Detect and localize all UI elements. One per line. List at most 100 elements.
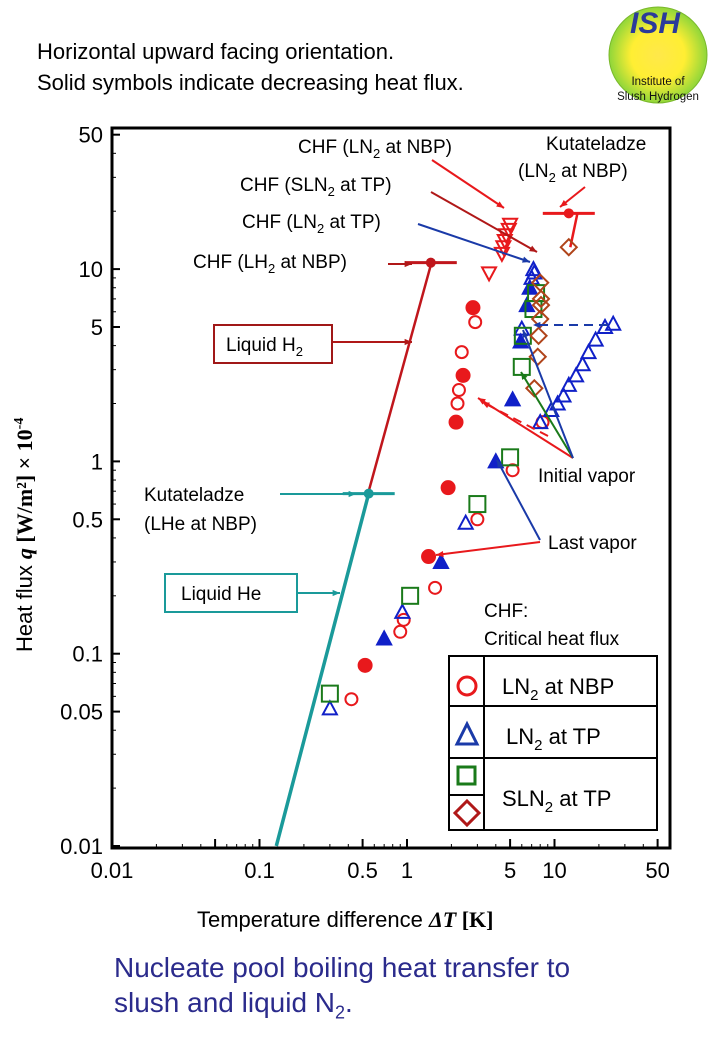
data-point-circle [357, 657, 373, 673]
arrow-initial-vapor-blue-head [522, 330, 529, 338]
y-tick-label: 0.5 [72, 507, 103, 532]
label-chf-def-1: CHF: [484, 601, 528, 622]
legend-triangle-icon [454, 720, 480, 746]
arrow-chf-lh2-nbp-head [404, 260, 412, 268]
data-point-diamond [530, 273, 550, 293]
data-point-triangle [525, 263, 544, 280]
y-tick-label: 5 [91, 315, 103, 340]
logo-badge [608, 6, 708, 104]
arrow-initial-vapor-blue [522, 329, 574, 459]
data-point-triangle [560, 375, 578, 392]
curve-liquid-h2 [367, 264, 433, 492]
data-point-triangle [573, 355, 592, 372]
arrow-kutateladze-ln2-head [560, 199, 568, 207]
data-point-square [320, 684, 339, 703]
x-tick-label: 0.1 [244, 858, 275, 883]
arrow-chf-sln2-tp [430, 191, 538, 253]
label-chf-ln2-tp: CHF (LN2 at TP) [242, 212, 381, 236]
y-tick-label: 0.05 [60, 700, 103, 725]
legend-circle-icon [456, 675, 478, 697]
data-point-circle [454, 345, 469, 360]
arrow-chf-ln2-tp-head [522, 256, 530, 263]
x-tick-label: 0.01 [91, 858, 134, 883]
arrow-last-vapor-blue-head [497, 460, 504, 468]
arrow-last-vapor-red [435, 541, 541, 556]
data-point-circle [393, 624, 408, 639]
label-chf-lh2-nbp: CHF (LH2 at NBP) [193, 252, 347, 276]
data-point-circle [428, 580, 443, 595]
data-point-triangle [393, 602, 412, 619]
plot-frame [110, 126, 672, 850]
series-ln2-at-tp-decreasing- [375, 278, 539, 646]
data-point-triangle [579, 343, 598, 360]
data-point-circle [448, 414, 464, 430]
arrow-initial-vapor-red-dashed-head [482, 402, 490, 409]
axes-layer: 0.01 0.1 0.5 1 5 10 50 0.01 0.05 0.1 0.5 1 5 10 50 [60, 123, 672, 883]
x-tick-label: 10 [542, 858, 566, 883]
label-chf-ln2-nbp: CHF (LN2 at NBP) [298, 137, 452, 161]
arrow-kutateladze-lhe-head [348, 490, 356, 498]
label-kutateladze-lhe-1: Kutateladze [144, 485, 244, 506]
data-point-square [468, 495, 487, 514]
label-chf-def-2: Critical heat flux [484, 629, 620, 650]
y-tick-label: 0.01 [60, 834, 103, 859]
x-tick-label: 1 [401, 858, 413, 883]
label-last-vapor: Last vapor [548, 533, 637, 554]
data-point-circle [465, 300, 481, 316]
arrow-tp-dashed-head [533, 321, 541, 329]
series-ln2-at-nbp-decreasing- [357, 300, 481, 673]
label-liquid-he: Liquid He [181, 584, 261, 605]
data-point-circle [455, 367, 471, 383]
arrow-chf-ln2-nbp [431, 159, 505, 209]
data-point-triangle [567, 366, 585, 383]
liquid-he-box [164, 573, 298, 613]
x-tick-label: 50 [645, 858, 669, 883]
data-point-diamond [531, 289, 551, 309]
curve-liquid-he [274, 493, 371, 847]
label-liquid-h2: Liquid H2 [226, 335, 303, 359]
kutateladze-point [363, 488, 374, 499]
data-point-triangle [518, 295, 536, 313]
series-ln2-at-tp-increasing- [321, 259, 622, 716]
data-point-circle [440, 480, 456, 496]
data-point-triangle [432, 552, 450, 569]
legend-label-ln2-nbp: LN2 at NBP [502, 674, 614, 704]
data-point-triangle [586, 330, 605, 347]
arrow-chf-sln2-tp-head [529, 245, 537, 252]
annotations-layer [280, 159, 608, 597]
data-point-circle [450, 396, 465, 411]
series-chf-ln2-at-nbp- [480, 217, 519, 283]
y-axis-label: Heat flux q [W/m²] × 10-4 [12, 418, 37, 652]
label-kutateladze-ln2-1: Kutateladze [546, 134, 646, 155]
legend-label-ln2-tp: LN2 at TP [506, 724, 601, 754]
data-point-diamond [529, 326, 548, 346]
legend-diamond-icon [452, 798, 482, 828]
data-point-triangle [457, 513, 475, 530]
header-text: Horizontal upward facing orientation. So… [37, 36, 464, 98]
arrow-liquid-he-head [332, 589, 340, 597]
label-initial-vapor: Initial vapor [538, 466, 636, 487]
kutateladze-point [425, 257, 436, 268]
logo-title: ISH [630, 7, 681, 40]
data-point-triangle [503, 390, 522, 407]
data-point-circle [421, 549, 437, 565]
label-chf-sln2-tp: CHF (SLN2 at TP) [240, 175, 392, 199]
data-point-triangle [548, 394, 567, 411]
data-point-square [401, 586, 420, 605]
data-point-circle [505, 463, 520, 478]
data-point-triangle [554, 386, 573, 403]
label-kutateladze-lhe-2: (LHe at NBP) [144, 514, 257, 535]
arrow-chf-ln2-nbp-head [496, 201, 504, 208]
arrow-liquid-h2-head [404, 338, 412, 346]
logo-line-2: Slush Hydrogen [617, 91, 699, 103]
data-point-circle [344, 692, 359, 707]
arrow-initial-vapor-green-head [521, 372, 528, 380]
header-line-2: Solid symbols indicate decreasing heat f… [37, 70, 464, 95]
caption: Nucleate pool boiling heat transfer to s… [114, 950, 570, 1031]
legend-square-icon [456, 765, 477, 786]
data-point-triangle [321, 699, 339, 716]
header-line-1: Horizontal upward facing orientation. [37, 39, 395, 64]
logo-line-1: Institute of [631, 76, 685, 88]
data-point-square [501, 448, 520, 467]
